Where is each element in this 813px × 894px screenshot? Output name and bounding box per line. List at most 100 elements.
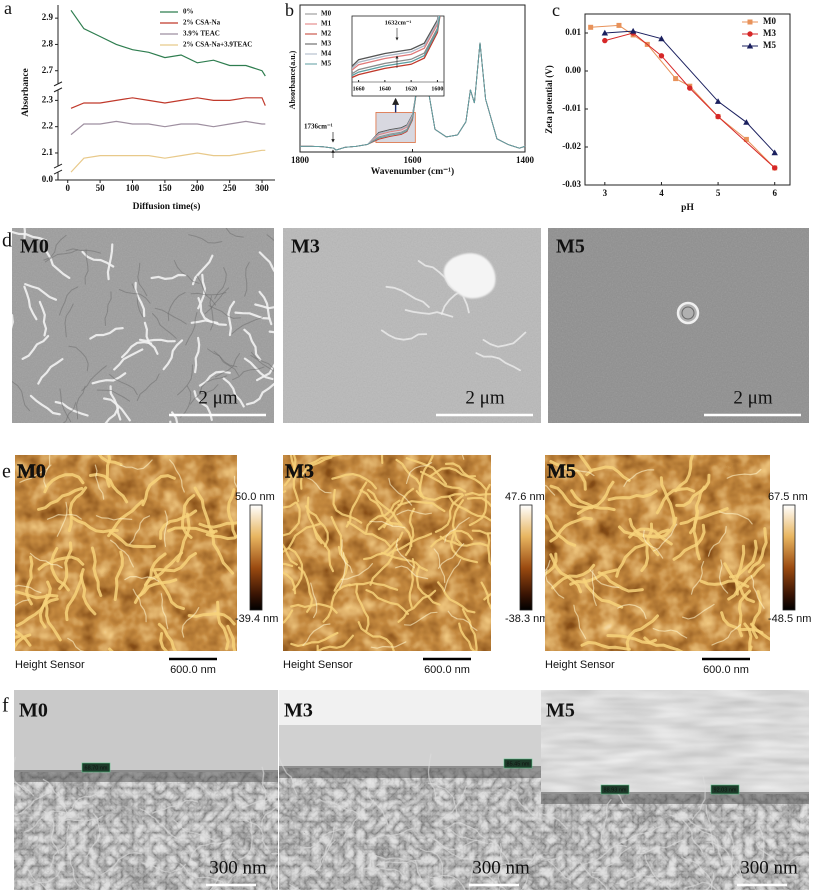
fiber: [233, 475, 237, 489]
legend-label: M3: [321, 40, 332, 48]
sensor-label: Height Sensor: [545, 659, 615, 671]
fiber: [23, 285, 38, 321]
x-axis-label: pH: [681, 203, 694, 213]
fiber: [152, 313, 177, 339]
fiber: [405, 462, 433, 484]
y-tick-label: 0.00: [565, 65, 581, 75]
fiber: [15, 590, 59, 600]
colorbar-max: 67.5 nm: [768, 491, 808, 503]
fiber: [385, 285, 430, 308]
fiber: [181, 607, 200, 638]
x-tick-label: 300: [255, 183, 269, 193]
legend-marker: [747, 19, 753, 25]
fiber: [636, 839, 684, 855]
sample-label: M0: [20, 236, 49, 258]
marker: [602, 37, 608, 44]
fiber: [58, 541, 73, 591]
skin-layer: [279, 766, 541, 778]
measurement-box: [81, 762, 111, 773]
measurement-box: [503, 758, 533, 769]
fiber: [551, 563, 596, 590]
fiber: [226, 488, 237, 538]
panel-label: c: [552, 0, 560, 20]
fiber: [580, 640, 631, 651]
fiber: [591, 846, 632, 874]
fiber: [119, 459, 153, 470]
fiber: [711, 624, 742, 646]
fiber: [113, 348, 144, 371]
fiber: [437, 543, 465, 569]
fiber: [367, 785, 390, 829]
fiber: [12, 314, 14, 329]
colorbar-max: 50.0 nm: [235, 491, 275, 503]
fiber: [136, 373, 160, 401]
series-line: [70, 9, 266, 77]
skin-layer: [541, 792, 809, 804]
y-tick-label: 0.01: [565, 27, 581, 37]
fiber: [486, 532, 491, 567]
fiber: [483, 592, 491, 601]
fiber: [640, 522, 654, 572]
fiber: [187, 612, 236, 626]
fiber: [194, 336, 201, 374]
fiber: [659, 476, 676, 526]
fiber: [76, 385, 86, 420]
measurement-label: 85.45 nm: [507, 761, 530, 767]
fiber: [103, 397, 131, 422]
fiber: [151, 552, 197, 573]
marker: [743, 119, 750, 125]
colorbar-min: -39.4 nm: [235, 613, 278, 625]
fiber: [302, 623, 331, 646]
fiber: [189, 384, 219, 405]
fiber: [190, 292, 227, 296]
fiber: [208, 305, 241, 319]
scale-label: 2 μm: [198, 387, 237, 408]
fiber: [159, 632, 169, 651]
fiber: [24, 810, 66, 833]
fiber: [583, 844, 628, 865]
fiber: [699, 579, 750, 588]
fiber: [45, 249, 79, 263]
chart-a: a 0.0 2.1 2.2 2.3 2.7 2.8 2.9 0 50 100 150 200 250 300…: [4, 0, 275, 212]
fiber: [697, 828, 723, 866]
fiber: [449, 828, 496, 845]
fiber: [299, 456, 333, 490]
fiber: [205, 533, 237, 541]
fiber: [405, 457, 448, 486]
fiber: [68, 345, 89, 372]
fiber: [254, 303, 274, 310]
micrograph: [545, 455, 770, 651]
fiber: [179, 862, 223, 883]
fiber: [345, 481, 368, 528]
fiber: [37, 358, 64, 385]
fiber: [162, 339, 184, 371]
fiber: [109, 374, 138, 396]
fiber: [332, 488, 363, 524]
fiber: [340, 539, 353, 573]
fiber: [129, 515, 151, 545]
fiber: [727, 563, 765, 601]
fiber: [261, 766, 267, 815]
fiber: [43, 810, 60, 854]
series-line: [70, 120, 266, 136]
fiber: [430, 529, 474, 548]
fiber: [198, 521, 237, 529]
fiber: [196, 275, 217, 306]
fiber: [138, 338, 176, 343]
fiber: [108, 530, 156, 549]
fiber: [266, 234, 274, 242]
axis-break: [53, 163, 63, 175]
fiber: [189, 839, 230, 861]
fiber: [545, 569, 565, 599]
sample-label: M5: [546, 700, 575, 722]
fiber: [171, 411, 179, 423]
fiber: [347, 521, 391, 548]
fiber: [549, 516, 593, 543]
fiber: [506, 787, 541, 821]
fiber: [46, 513, 82, 520]
fiber: [388, 478, 413, 506]
legend-label: M0: [763, 16, 776, 26]
fiber: [191, 254, 214, 286]
fiber: [96, 389, 130, 402]
legend-label: M1: [321, 20, 332, 28]
